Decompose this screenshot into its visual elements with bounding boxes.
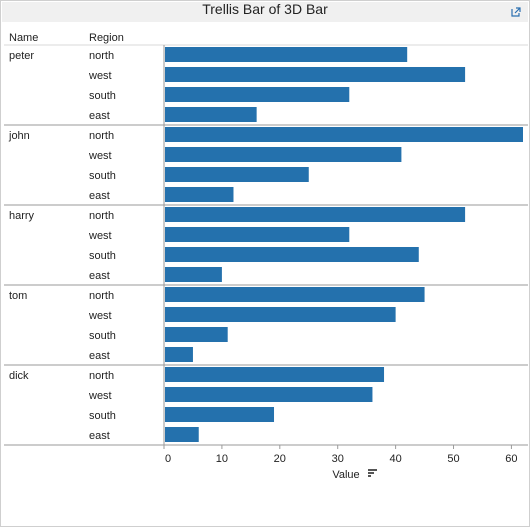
bar — [165, 407, 275, 422]
bar — [165, 427, 199, 442]
bar — [165, 67, 466, 82]
group-name-label: harry — [9, 210, 35, 222]
bar — [165, 207, 466, 222]
name-column-header[interactable]: Name — [9, 32, 39, 44]
region-label: north — [89, 50, 114, 62]
bar — [165, 267, 222, 282]
bar — [165, 167, 309, 182]
region-column-header[interactable]: Region — [89, 32, 124, 44]
x-tick-label: 60 — [505, 453, 517, 465]
x-tick-label: 0 — [165, 453, 171, 465]
popout-icon[interactable] — [510, 6, 522, 18]
x-tick-label: 40 — [389, 453, 401, 465]
group-name-label: tom — [9, 290, 27, 302]
group-name-label: peter — [9, 50, 34, 62]
region-label: west — [88, 310, 112, 322]
chart-title: Trellis Bar of 3D Bar — [202, 1, 328, 17]
region-label: south — [89, 330, 116, 342]
title-bar: Trellis Bar of 3D Bar — [2, 2, 528, 22]
region-label: north — [89, 210, 114, 222]
region-label: east — [89, 270, 110, 282]
region-label: south — [89, 250, 116, 262]
sort-icon[interactable] — [368, 469, 377, 477]
bar — [165, 387, 373, 402]
x-tick-label: 20 — [274, 453, 286, 465]
x-tick-label: 50 — [447, 453, 459, 465]
region-label: east — [89, 110, 110, 122]
region-label: east — [89, 190, 110, 202]
bar — [165, 247, 419, 262]
bar — [165, 227, 350, 242]
region-label: south — [89, 90, 116, 102]
x-tick-label: 10 — [216, 453, 228, 465]
region-label: south — [89, 410, 116, 422]
region-label: east — [89, 430, 110, 442]
bar — [165, 287, 425, 302]
bar — [165, 87, 350, 102]
region-label: west — [88, 390, 112, 402]
bar — [165, 107, 257, 122]
region-label: north — [89, 130, 114, 142]
bar — [165, 327, 228, 342]
region-label: east — [89, 350, 110, 362]
bar — [165, 47, 408, 62]
bar — [165, 187, 234, 202]
region-label: south — [89, 170, 116, 182]
region-label: west — [88, 70, 112, 82]
region-label: north — [89, 370, 114, 382]
group-name-label: john — [8, 130, 30, 142]
bar — [165, 307, 396, 322]
bar — [165, 147, 402, 162]
group-name-label: dick — [9, 370, 29, 382]
x-tick-label: 30 — [332, 453, 344, 465]
region-label: west — [88, 150, 112, 162]
bar — [165, 367, 385, 382]
region-label: north — [89, 290, 114, 302]
bar — [165, 127, 523, 142]
bar — [165, 347, 193, 362]
region-label: west — [88, 230, 112, 242]
x-axis-label: Value — [332, 469, 359, 481]
